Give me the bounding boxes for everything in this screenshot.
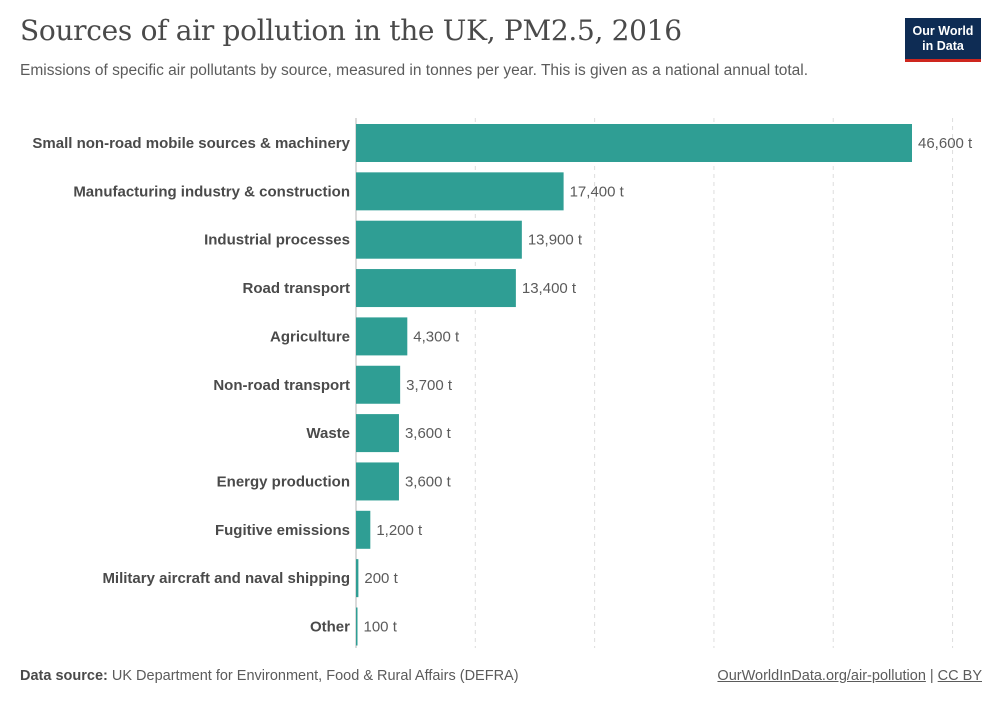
category-label: Military aircraft and naval shipping: [102, 570, 350, 587]
bar: [356, 559, 359, 598]
data-label: 4,300 t: [413, 328, 460, 345]
category-label: Small non-road mobile sources & machiner…: [32, 135, 350, 152]
category-label: Agriculture: [270, 328, 350, 345]
data-label: 200 t: [364, 570, 398, 587]
category-label: Fugitive emissions: [215, 522, 350, 539]
source-link[interactable]: OurWorldInData.org/air-pollution: [717, 668, 926, 684]
data-label: 1,200 t: [376, 522, 423, 539]
footer-separator: |: [929, 668, 934, 684]
data-label: 13,400 t: [522, 280, 577, 297]
logo-line-1: Our World: [912, 24, 974, 38]
bar: [356, 510, 371, 549]
source-label: Data source:: [20, 668, 108, 684]
chart-subtitle: Emissions of specific air pollutants by …: [20, 62, 809, 79]
data-label: 17,400 t: [570, 183, 625, 200]
category-label: Non-road transport: [213, 377, 350, 394]
data-label: 3,600 t: [405, 473, 452, 490]
license-link[interactable]: CC BY: [937, 668, 982, 684]
category-label: Industrial processes: [204, 232, 350, 249]
source-text: UK Department for Environment, Food & Ru…: [111, 668, 519, 684]
category-label: Energy production: [217, 473, 350, 490]
data-label: 3,600 t: [405, 425, 452, 442]
bar: [356, 607, 358, 646]
data-label: 46,600 t: [918, 135, 973, 152]
category-label: Manufacturing industry & construction: [73, 183, 350, 200]
owid-logo[interactable]: Our World in Data: [905, 18, 981, 62]
data-label: 13,900 t: [528, 232, 583, 249]
data-label: 100 t: [364, 619, 398, 636]
bar: [356, 317, 408, 356]
bar: [356, 462, 399, 501]
bar: [356, 269, 516, 308]
chart-title: Sources of air pollution in the UK, PM2.…: [20, 14, 682, 47]
category-label: Road transport: [242, 280, 350, 297]
data-source: Data source: UK Department for Environme…: [20, 668, 519, 684]
category-label: Other: [310, 619, 350, 636]
bar: [356, 414, 399, 453]
bar: [356, 365, 401, 404]
category-label: Waste: [306, 425, 350, 442]
bar: [356, 124, 912, 162]
bar: [356, 220, 522, 259]
footer-links: OurWorldInData.org/air-pollution | CC BY: [717, 668, 982, 684]
logo-line-2: in Data: [922, 39, 964, 53]
bar: [356, 172, 564, 211]
data-label: 3,700 t: [406, 377, 453, 394]
